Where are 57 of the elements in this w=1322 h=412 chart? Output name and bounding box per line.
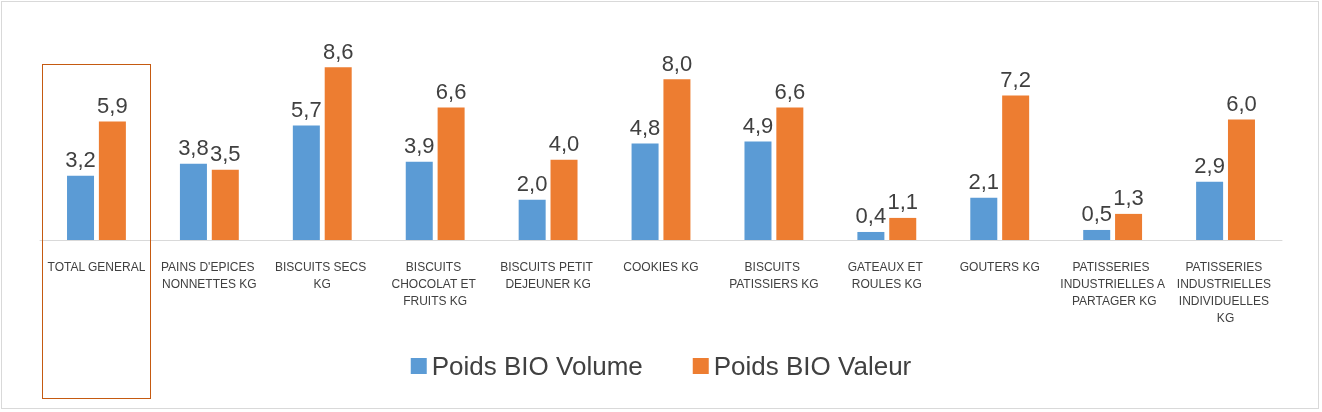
data-label: 3,2 bbox=[65, 147, 96, 173]
data-label: 8,0 bbox=[661, 50, 693, 76]
data-label: 2,0 bbox=[516, 171, 548, 197]
bar bbox=[518, 199, 546, 240]
data-label: 2,1 bbox=[968, 169, 1000, 195]
data-label: 7,2 bbox=[1000, 66, 1031, 92]
data-label: 6,6 bbox=[435, 78, 467, 104]
data-label: 6,0 bbox=[1226, 90, 1257, 116]
legend-label: Poids BIO Valeur bbox=[713, 351, 912, 381]
data-label: 4,0 bbox=[548, 131, 580, 157]
data-label: 4,8 bbox=[629, 115, 661, 141]
x-tick-label: BISCUITS CHOCOLAT ET FRUITS KG bbox=[391, 259, 479, 308]
data-label: 1,3 bbox=[1113, 185, 1144, 211]
bar bbox=[324, 67, 352, 240]
legend-label: Poids BIO Volume bbox=[431, 351, 643, 381]
bar bbox=[1002, 95, 1030, 240]
data-label: 5,9 bbox=[97, 93, 128, 118]
bar bbox=[1115, 213, 1143, 240]
x-tick-label: BISCUITS PETIT DEJEUNER KG bbox=[500, 259, 596, 291]
x-tick-label: PATISSERIES INDUSTRIELLES A PARTAGER KG bbox=[1060, 259, 1165, 308]
bar bbox=[405, 161, 433, 240]
bar bbox=[744, 141, 772, 240]
bar bbox=[179, 163, 207, 240]
bar bbox=[292, 125, 320, 240]
bar bbox=[889, 217, 917, 240]
bar bbox=[857, 231, 885, 240]
bar bbox=[1196, 181, 1224, 240]
x-tick-label: GATEAUX ET ROULES KG bbox=[847, 259, 926, 291]
x-tick-label: GOUTERS KG bbox=[959, 259, 1040, 274]
data-label: 5,7 bbox=[291, 97, 322, 123]
x-tick-label: PAINS D'EPICES NONNETTES KG bbox=[160, 259, 258, 291]
data-label: 0,5 bbox=[1081, 201, 1112, 227]
bar bbox=[98, 121, 126, 240]
data-label: 3,8 bbox=[178, 135, 209, 161]
data-label: 3,5 bbox=[210, 141, 241, 167]
x-tick-label: BISCUITS SECS KG bbox=[274, 259, 370, 291]
data-label: 8,6 bbox=[322, 38, 354, 64]
bar bbox=[631, 143, 659, 240]
data-label: 3,9 bbox=[403, 133, 435, 159]
data-label: 2,9 bbox=[1194, 153, 1225, 179]
data-label: 4,9 bbox=[742, 113, 774, 139]
bar bbox=[776, 107, 804, 240]
x-tick-label: BISCUITS PATISSIERS KG bbox=[729, 259, 819, 291]
bar bbox=[1083, 229, 1111, 240]
data-label: 6,6 bbox=[774, 78, 806, 104]
bar bbox=[550, 159, 578, 240]
bar bbox=[67, 175, 95, 240]
x-tick-label: TOTAL GENERAL bbox=[47, 259, 146, 274]
bar bbox=[663, 79, 691, 240]
bar bbox=[211, 169, 239, 240]
data-label: 1,1 bbox=[887, 189, 919, 215]
x-tick-label: PATISSERIES INDUSTRIELLES INDIVIDUELLES KG bbox=[1176, 259, 1275, 325]
data-label: 0,4 bbox=[855, 203, 887, 229]
bar bbox=[437, 107, 465, 240]
bar bbox=[970, 197, 998, 240]
bar bbox=[1227, 119, 1255, 240]
x-tick-label: COOKIES KG bbox=[623, 259, 699, 274]
